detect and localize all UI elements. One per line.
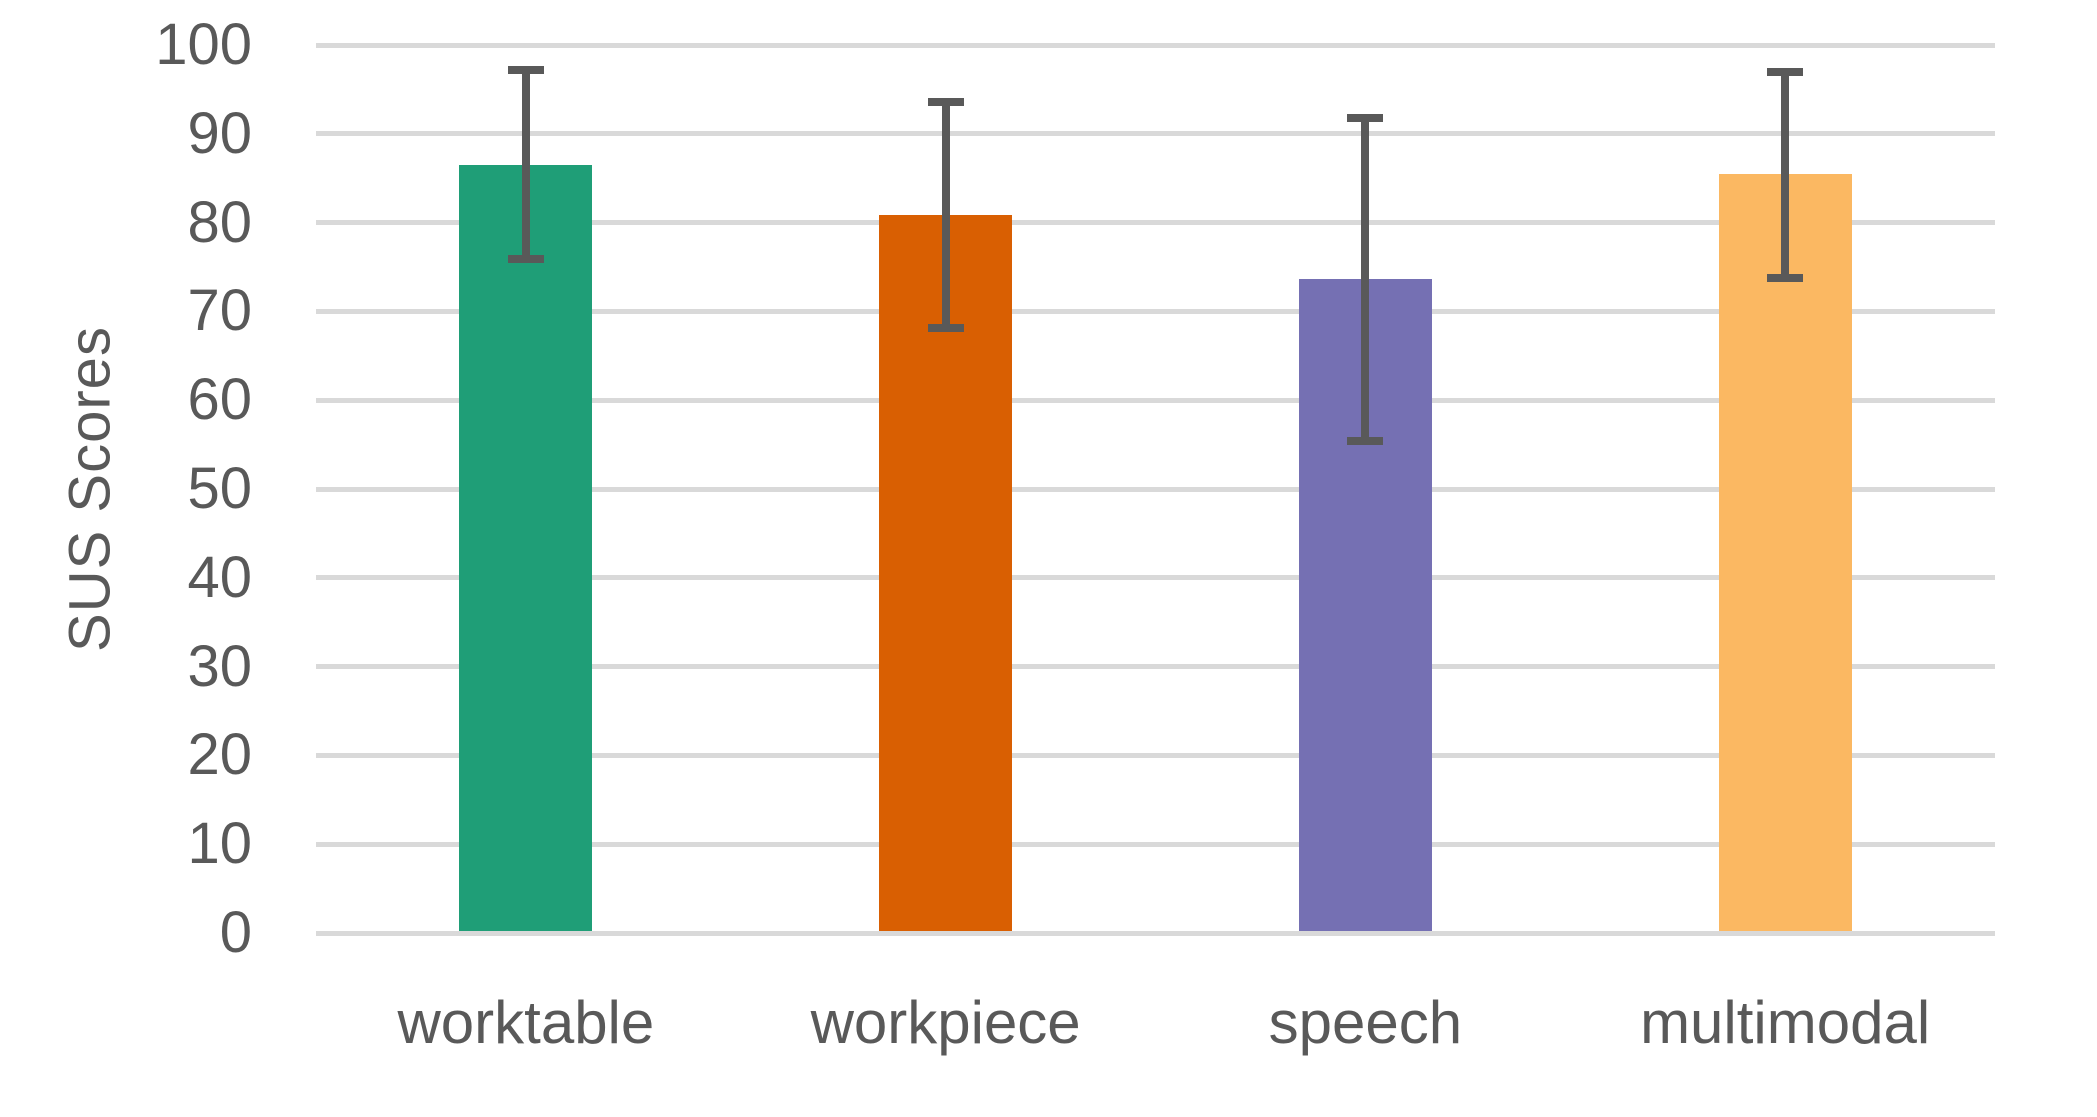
x-category-label-workpiece: workpiece (810, 989, 1081, 1056)
gridline-y-100 (316, 42, 1995, 48)
gridline-y-50 (316, 486, 1995, 492)
y-tick-label-100: 100 (155, 12, 252, 77)
error-bar-cap-upper-multimodal (1767, 67, 1804, 76)
error-bar-cap-lower-worktable (507, 255, 544, 263)
gridline-y-60 (316, 397, 1995, 403)
bar-worktable (459, 164, 593, 933)
y-tick-label-20: 20 (187, 722, 252, 788)
gridline-y-70 (316, 308, 1995, 314)
x-category-label-worktable: worktable (397, 989, 655, 1056)
gridline-y-0 (316, 930, 1995, 936)
gridline-y-20 (316, 752, 1995, 758)
gridline-y-80 (316, 220, 1995, 226)
y-tick-label-0: 0 (219, 900, 252, 965)
x-category-label-multimodal: multimodal (1640, 989, 1931, 1056)
error-bar-line-worktable (521, 69, 530, 259)
gridline-y-10 (316, 841, 1995, 847)
y-tick-label-40: 40 (187, 544, 252, 610)
gridline-y-30 (316, 664, 1995, 670)
error-bar-line-workpiece (941, 101, 950, 329)
gridline-y-90 (316, 131, 1995, 137)
error-bar-cap-lower-speech (1347, 437, 1384, 446)
y-tick-label-90: 90 (187, 100, 252, 166)
error-bar-cap-lower-workpiece (927, 324, 964, 333)
error-bar-cap-upper-workpiece (927, 97, 964, 106)
error-bar-line-multimodal (1781, 71, 1790, 278)
y-tick-label-80: 80 (187, 189, 252, 255)
y-tick-label-60: 60 (187, 367, 252, 433)
bar-workpiece (879, 214, 1013, 933)
y-tick-label-30: 30 (187, 633, 252, 699)
y-tick-label-10: 10 (187, 811, 252, 877)
error-bar-cap-lower-multimodal (1767, 273, 1804, 282)
error-bar-cap-upper-worktable (507, 65, 544, 74)
y-tick-label-50: 50 (187, 456, 252, 521)
error-bar-cap-upper-speech (1347, 113, 1384, 122)
y-tick-label-70: 70 (187, 278, 252, 344)
bar-multimodal (1718, 173, 1852, 933)
x-category-label-speech: speech (1268, 989, 1463, 1056)
error-bar-line-speech (1361, 117, 1370, 442)
gridline-y-40 (316, 575, 1995, 581)
